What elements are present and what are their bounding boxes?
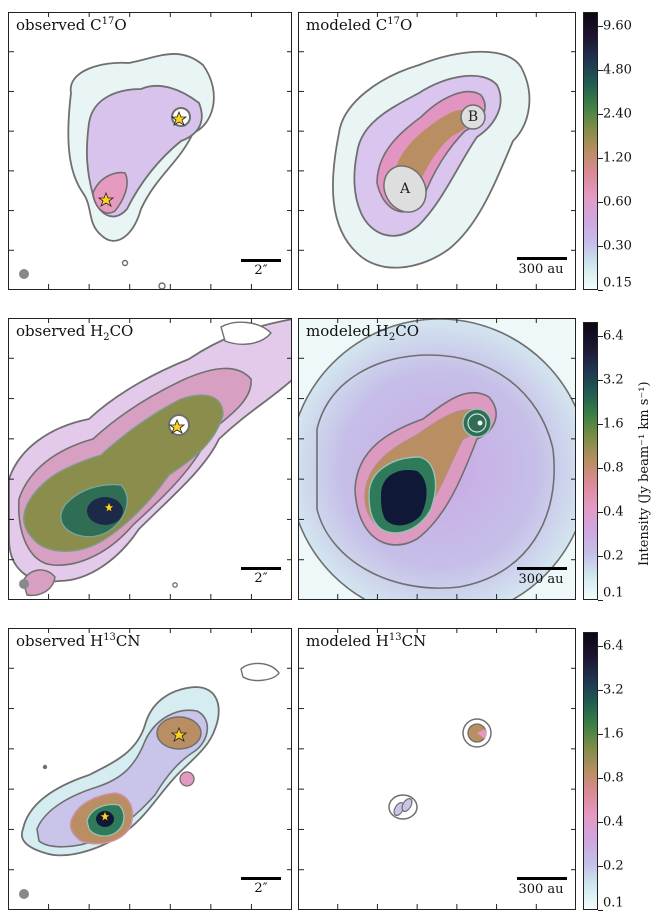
colorbar-tick-label: 0.1 bbox=[603, 585, 624, 601]
colorbar-tick-mark bbox=[598, 910, 603, 911]
colorbar-tick-label: 9.60 bbox=[603, 18, 632, 34]
colorbar-ticks-h2co: 6.4 3.2 1.6 0.8 0.4 0.2 0.1 bbox=[598, 322, 653, 601]
map-modeled-h13cn bbox=[388, 718, 492, 820]
colorbar-ticks-h13cn: 6.4 3.2 1.6 0.8 0.4 0.2 0.1 bbox=[598, 632, 653, 911]
colorbar-tick-mark bbox=[598, 202, 603, 204]
colorbar-tick-mark bbox=[598, 424, 603, 426]
panel-observed-c17o: observed C17O 2″ bbox=[8, 12, 292, 290]
panel-modeled-h13cn: modeled H13CN 300 au bbox=[298, 628, 576, 910]
star-icon bbox=[170, 110, 188, 126]
map-modeled-h2co bbox=[299, 319, 575, 599]
colorbar-tick-label: 3.2 bbox=[603, 682, 624, 698]
panel-title: observed C17O bbox=[16, 16, 127, 34]
scale-label: 2″ bbox=[254, 263, 268, 278]
colorbar-tick-mark bbox=[598, 380, 603, 382]
colorbar-tick-label: 2.40 bbox=[603, 106, 632, 122]
colorbar-tick-label: 0.8 bbox=[603, 770, 624, 786]
scale-label: 2″ bbox=[254, 881, 268, 896]
colorbar-tick-label: 0.4 bbox=[603, 814, 624, 830]
panel-title: modeled H2CO bbox=[306, 322, 420, 343]
scale-bar bbox=[517, 877, 567, 880]
colorbar-tick-label: 3.2 bbox=[603, 372, 624, 388]
scale-bar bbox=[241, 259, 281, 262]
panel-observed-h13cn: observed H13CN 2″ bbox=[8, 628, 292, 910]
colorbar-tick-label: 0.2 bbox=[603, 548, 624, 564]
colorbar-tick-mark bbox=[598, 158, 603, 160]
panel-title: modeled H13CN bbox=[306, 632, 427, 650]
colorbar-tick-mark bbox=[598, 468, 603, 470]
colorbar-tick-mark bbox=[598, 70, 603, 72]
beam-ellipse bbox=[19, 579, 29, 589]
beam-ellipse bbox=[19, 269, 29, 279]
star-icon bbox=[103, 501, 115, 513]
scale-bar bbox=[241, 567, 281, 570]
colorbar-tick-mark bbox=[598, 556, 603, 558]
colorbar-tick-label: 0.2 bbox=[603, 858, 624, 874]
colorbar-tick-mark bbox=[598, 246, 603, 248]
colorbar-label: Intensity (Jy beam⁻¹ km s⁻¹) bbox=[637, 381, 652, 566]
colorbar-tick-mark bbox=[598, 600, 603, 601]
colorbar-ticks-c17o: 9.60 4.80 2.40 1.20 0.60 0.30 0.15 bbox=[598, 12, 653, 291]
colorbar-tick-label: 1.6 bbox=[603, 416, 624, 432]
colorbar-tick-mark bbox=[598, 778, 603, 780]
panel-observed-h2co: observed H2CO 2″ bbox=[8, 318, 292, 600]
star-icon bbox=[170, 726, 188, 742]
colorbar-tick-mark bbox=[598, 690, 603, 692]
scale-label: 300 au bbox=[518, 882, 564, 897]
colorbar-tick-label: 4.80 bbox=[603, 62, 632, 78]
star-icon bbox=[97, 191, 115, 207]
colorbar-c17o bbox=[583, 12, 598, 290]
map-observed-h13cn bbox=[21, 662, 280, 857]
panel-modeled-h2co: modeled H2CO 300 au bbox=[298, 318, 576, 600]
colorbar-tick-mark bbox=[598, 822, 603, 824]
map-observed-h2co bbox=[9, 319, 291, 597]
colorbar-tick-label: 1.20 bbox=[603, 150, 632, 166]
colorbar-h13cn bbox=[583, 632, 598, 910]
panel-title: modeled C17O bbox=[306, 16, 413, 34]
map-observed-c17o bbox=[67, 53, 215, 289]
scale-label: 300 au bbox=[518, 572, 564, 587]
beam-ellipse bbox=[19, 889, 29, 899]
source-label-a: A bbox=[399, 181, 411, 197]
colorbar-tick-label: 0.8 bbox=[603, 460, 624, 476]
colorbar-tick-label: 6.4 bbox=[603, 328, 624, 344]
scale-label: 2″ bbox=[254, 571, 268, 586]
panel-title: observed H2CO bbox=[16, 322, 134, 343]
star-icon bbox=[99, 810, 111, 822]
colorbar-tick-mark bbox=[598, 512, 603, 514]
colorbar-tick-label: 0.30 bbox=[603, 238, 632, 254]
colorbar-tick-label: 1.6 bbox=[603, 726, 624, 742]
colorbar-tick-label: 0.4 bbox=[603, 504, 624, 520]
colorbar-h2co bbox=[583, 322, 598, 600]
colorbar-tick-mark bbox=[598, 290, 603, 291]
colorbar-tick-label: 0.1 bbox=[603, 895, 624, 911]
panel-modeled-c17o: A B modeled C17O 300 au bbox=[298, 12, 576, 290]
star-icon bbox=[168, 418, 186, 434]
scale-label: 300 au bbox=[518, 262, 564, 277]
scale-bar bbox=[241, 877, 281, 880]
map-modeled-c17o: A B bbox=[332, 50, 531, 269]
colorbar-tick-label: 0.15 bbox=[603, 275, 632, 291]
colorbar-tick-label: 6.4 bbox=[603, 638, 624, 654]
scale-bar bbox=[517, 567, 567, 570]
panel-title: observed H13CN bbox=[16, 632, 141, 650]
colorbar-tick-mark bbox=[598, 26, 603, 28]
colorbar-tick-mark bbox=[598, 734, 603, 736]
colorbar-tick-mark bbox=[598, 866, 603, 868]
colorbar-tick-mark bbox=[598, 336, 603, 338]
colorbar-tick-label: 0.60 bbox=[603, 194, 632, 210]
colorbar-tick-mark bbox=[598, 646, 603, 648]
colorbar-tick-mark bbox=[598, 114, 603, 116]
source-label-b: B bbox=[468, 109, 478, 125]
scale-bar bbox=[517, 257, 567, 260]
